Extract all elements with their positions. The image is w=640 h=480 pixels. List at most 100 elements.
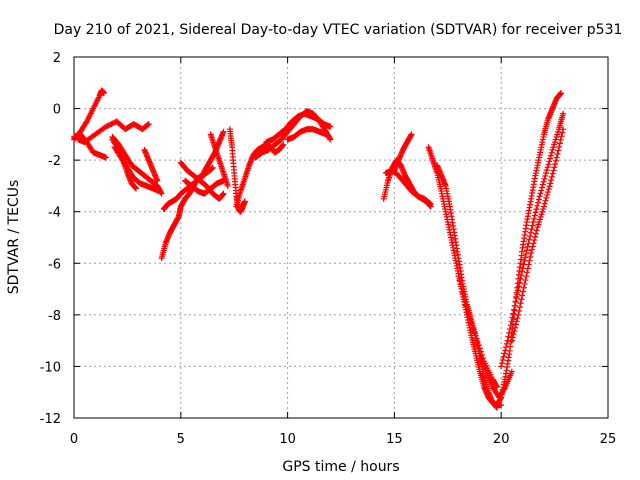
data-point <box>511 327 518 334</box>
plot-area-border <box>73 56 609 419</box>
data-point <box>474 338 481 345</box>
data-point <box>508 318 515 325</box>
data-point <box>536 193 543 200</box>
chart-title: Day 210 of 2021, Sidereal Day-to-day VTE… <box>54 22 623 38</box>
data-point <box>524 243 531 250</box>
data-point <box>540 178 547 185</box>
data-point <box>456 277 463 284</box>
data-point <box>552 161 559 168</box>
data-point <box>506 329 513 336</box>
data-point <box>466 313 473 320</box>
data-point <box>537 190 544 197</box>
data-point <box>327 123 334 130</box>
y-tick-label: -10 <box>40 360 61 375</box>
data-point <box>523 273 530 280</box>
data-point <box>528 246 535 253</box>
data-point <box>553 154 560 161</box>
data-point <box>220 128 227 135</box>
data-point <box>548 149 555 156</box>
data-point <box>509 314 516 321</box>
data-point <box>527 233 534 240</box>
data-point <box>501 385 508 392</box>
data-point <box>107 121 114 128</box>
data-point <box>144 121 151 128</box>
data-point <box>529 243 536 250</box>
data-point <box>513 295 520 302</box>
data-point <box>532 233 539 240</box>
data-point <box>476 345 483 352</box>
data-point <box>534 202 541 209</box>
data-point <box>224 182 231 189</box>
data-point <box>532 209 539 216</box>
data-point <box>526 257 533 264</box>
y-tick-label: -8 <box>48 309 61 324</box>
data-point <box>209 164 216 171</box>
data-point <box>457 281 464 288</box>
data-point <box>538 187 545 194</box>
data-point <box>548 173 555 180</box>
data-point <box>560 110 567 117</box>
x-tick-label: 15 <box>386 432 403 447</box>
data-point <box>545 186 552 193</box>
data-point <box>539 181 546 188</box>
data-point <box>529 222 536 229</box>
data-point <box>528 249 535 256</box>
data-point <box>527 229 534 236</box>
data-point <box>510 310 517 317</box>
data-point <box>473 335 480 342</box>
data-point <box>132 185 139 192</box>
data-point <box>499 356 506 363</box>
data-point <box>464 306 471 313</box>
data-point <box>499 360 506 367</box>
y-tick-label: -2 <box>48 154 61 169</box>
data-point <box>531 212 538 219</box>
y-tick-label: -12 <box>40 412 61 427</box>
data-point <box>469 322 476 329</box>
data-point <box>522 277 529 284</box>
data-point <box>519 292 526 299</box>
data-point <box>516 304 523 311</box>
data-point <box>525 261 532 268</box>
data-point <box>505 333 512 340</box>
data-point <box>465 309 472 316</box>
data-point <box>513 318 520 325</box>
data-point <box>501 350 508 357</box>
data-point <box>498 363 505 370</box>
data-point <box>100 90 107 97</box>
data-point <box>524 265 531 272</box>
y-tick-labels: -12 -10 -8 -6 -4 -2 0 2 <box>40 51 61 427</box>
data-point <box>462 302 469 309</box>
data-point <box>523 250 530 257</box>
data-point <box>532 230 539 237</box>
data-point <box>530 240 537 247</box>
data-point <box>280 141 287 148</box>
data-point <box>519 268 526 275</box>
data-point <box>549 170 556 177</box>
data-point <box>477 348 484 355</box>
data-point <box>508 368 515 375</box>
data-point <box>459 289 466 296</box>
data-point <box>519 265 526 272</box>
data-point <box>511 302 518 309</box>
data-point <box>547 152 554 159</box>
data-point <box>521 258 528 265</box>
data-point <box>535 199 542 206</box>
data-point <box>555 147 562 154</box>
data-point <box>103 123 110 130</box>
data-point <box>515 287 522 294</box>
data-point <box>540 203 547 210</box>
data-point <box>558 133 565 140</box>
data-point <box>427 200 434 207</box>
data-point <box>543 194 550 201</box>
data-point <box>515 283 522 290</box>
data-point <box>209 165 216 172</box>
data-point <box>539 184 546 191</box>
data-point <box>515 311 522 318</box>
data-point <box>551 164 558 171</box>
data-point <box>542 197 549 204</box>
data-point <box>535 196 542 203</box>
data-point <box>517 300 524 307</box>
data-point <box>559 129 566 136</box>
data-point <box>544 191 551 198</box>
